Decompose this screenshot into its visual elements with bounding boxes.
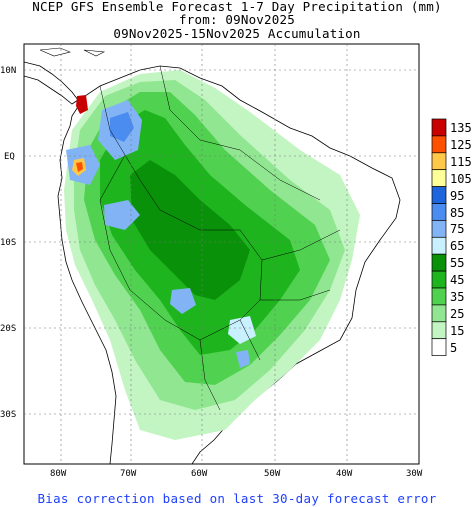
legend-label-115: 115 bbox=[450, 154, 472, 169]
precip-heavy-paraguay bbox=[228, 316, 256, 344]
legend-label-85: 85 bbox=[450, 205, 465, 220]
legend-label-45: 45 bbox=[450, 273, 465, 288]
legend-label-55: 55 bbox=[450, 256, 465, 271]
legend-swatch-125 bbox=[431, 135, 447, 154]
legend-label-95: 95 bbox=[450, 188, 465, 203]
legend-swatch-45 bbox=[431, 270, 447, 289]
lon-label-50w: 50W bbox=[264, 469, 281, 479]
legend-swatch-75 bbox=[431, 220, 447, 238]
legend-swatch-5 bbox=[431, 338, 447, 356]
legend-label-135: 135 bbox=[450, 121, 472, 135]
legend-swatch-95 bbox=[431, 186, 447, 204]
legend-swatch-15 bbox=[431, 321, 447, 340]
accumulation-period: 09Nov2025-15Nov2025 Accumulation bbox=[113, 26, 361, 41]
precip-band-55mm bbox=[130, 160, 250, 300]
central-america bbox=[24, 61, 79, 105]
legend-label-35: 35 bbox=[450, 290, 465, 304]
bias-correction-note: Bias correction based on last 30-day for… bbox=[37, 491, 437, 506]
legend-label-25: 25 bbox=[450, 306, 465, 321]
precip-heavy-amazon-north-core bbox=[110, 112, 134, 142]
legend-label-75: 75 bbox=[450, 222, 465, 237]
precip-heavy-bolivia bbox=[170, 288, 196, 314]
lat-label-20s: 20S bbox=[0, 324, 16, 334]
legend-swatch-55 bbox=[431, 253, 447, 272]
country-borders bbox=[99, 65, 341, 411]
lon-label-30w: 30W bbox=[406, 469, 423, 479]
lat-label-30s: 30S bbox=[0, 410, 16, 420]
precip-extreme-panama bbox=[76, 95, 88, 114]
map-frame-border bbox=[23, 43, 420, 465]
legend-swatch-25 bbox=[431, 304, 447, 323]
lon-label-80w: 80W bbox=[50, 469, 67, 479]
precip-extreme-colombia-core bbox=[76, 162, 83, 172]
legend-swatch-65 bbox=[431, 236, 447, 255]
legend-swatch-135 bbox=[431, 118, 447, 137]
legend-swatch-85 bbox=[431, 203, 447, 221]
legend-colorbar bbox=[431, 118, 447, 356]
legend-label-65: 65 bbox=[450, 239, 465, 254]
graticule bbox=[24, 44, 419, 464]
lon-label-40w: 40W bbox=[336, 469, 353, 479]
lon-label-70w: 70W bbox=[120, 469, 137, 479]
precip-heavy-south-brazil bbox=[236, 350, 250, 368]
legend-swatch-115 bbox=[431, 152, 447, 171]
legend-label-105: 105 bbox=[450, 171, 472, 186]
lat-label-eq: EQ bbox=[4, 152, 15, 162]
forecast-init-date: from: 09Nov2025 bbox=[179, 12, 295, 27]
map-title: NCEP GFS Ensemble Forecast 1-7 Day Preci… bbox=[32, 0, 442, 14]
legend-swatch-35 bbox=[431, 287, 447, 306]
legend-label-15: 15 bbox=[450, 323, 465, 338]
legend-label-5: 5 bbox=[450, 340, 458, 355]
lon-label-60w: 60W bbox=[191, 469, 208, 479]
lat-label-10s: 10S bbox=[0, 238, 16, 248]
legend-label-125: 125 bbox=[450, 137, 472, 152]
caribbean-islands bbox=[39, 47, 106, 57]
lat-label-10n: 10N bbox=[0, 66, 16, 76]
legend-swatch-105 bbox=[431, 169, 447, 187]
precip-heavy-peru bbox=[104, 200, 140, 230]
